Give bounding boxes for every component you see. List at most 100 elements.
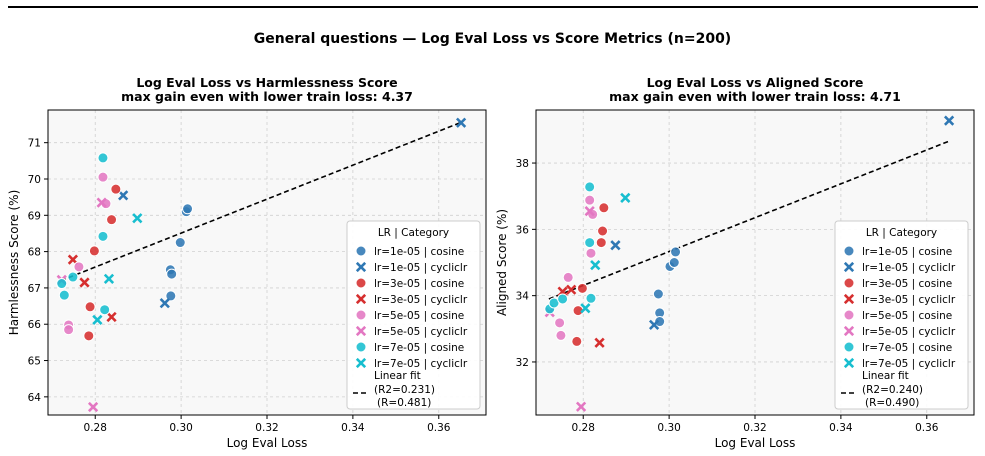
legend-marker (843, 261, 855, 273)
x-tick-label: 0.30 (657, 422, 680, 434)
data-point (118, 190, 129, 201)
data-point (110, 183, 122, 195)
chart-title: Log Eval Loss vs Harmlessness Score (136, 75, 397, 90)
y-tick-label: 32 (516, 357, 529, 369)
x-tick-label: 0.36 (427, 422, 451, 434)
chart-title: Log Eval Loss vs Aligned Score (647, 75, 864, 90)
data-point (97, 152, 109, 164)
legend-marker (843, 277, 855, 289)
legend-entry-label: lr=3e-05 | cycliclr (374, 294, 468, 306)
legend-entry-label: lr=3e-05 | cosine (862, 278, 952, 290)
plot-frame (47, 109, 487, 416)
data-point (580, 303, 591, 314)
data-point (455, 117, 467, 128)
data-point (159, 298, 170, 309)
data-point (654, 316, 666, 328)
data-point (174, 237, 186, 249)
data-point (56, 278, 68, 290)
data-point (943, 115, 955, 126)
y-tick-label: 71 (28, 138, 41, 150)
data-point (575, 401, 587, 412)
data-point (595, 237, 607, 249)
data-point (648, 319, 660, 330)
legend-marker (355, 245, 367, 257)
data-point (562, 271, 574, 283)
data-point (620, 192, 631, 203)
data-point (92, 314, 103, 325)
data-point (571, 335, 583, 347)
legend-entry-label: lr=7e-05 | cycliclr (374, 358, 468, 370)
legend-entry-label: lr=7e-05 | cycliclr (862, 358, 956, 370)
x-tick-label: 0.34 (829, 422, 853, 434)
legend-entry-label: lr=5e-05 | cosine (374, 310, 464, 322)
legend-entry-label: lr=1e-05 | cycliclr (862, 262, 956, 274)
x-tick-label: 0.28 (572, 422, 595, 434)
x-tick-label: 0.32 (255, 422, 278, 434)
x-axis-label: Log Eval Loss (227, 436, 308, 450)
y-tick-label: 38 (516, 158, 529, 170)
y-tick-label: 66 (28, 319, 42, 331)
x-tick-label: 0.28 (84, 422, 107, 434)
data-point (597, 225, 609, 237)
data-point (584, 205, 595, 217)
legend-entry-label: lr=5e-05 | cosine (862, 310, 952, 322)
data-point (84, 301, 96, 313)
legend-marker (843, 325, 855, 337)
y-tick-label: 36 (516, 224, 530, 236)
data-point (555, 329, 567, 341)
legend-box (346, 220, 481, 410)
legend-marker (355, 309, 367, 321)
data-point (88, 245, 100, 257)
legend-marker (355, 325, 367, 337)
legend-entry-label: lr=7e-05 | cosine (862, 342, 952, 354)
data-point (590, 260, 601, 271)
legend-fit-label: Linear fit (374, 370, 421, 382)
y-tick-label: 67 (28, 283, 41, 295)
x-tick-label: 0.34 (341, 422, 365, 434)
data-point (132, 213, 143, 224)
data-point (584, 194, 596, 206)
data-point (610, 240, 621, 251)
legend-entry-label: lr=1e-05 | cosine (374, 246, 464, 258)
data-point (576, 282, 588, 294)
legend-entry-label: lr=7e-05 | cosine (374, 342, 464, 354)
data-point (584, 181, 596, 193)
legend-entry-label: lr=3e-05 | cycliclr (862, 294, 956, 306)
data-point (598, 202, 610, 214)
y-axis-label: Harmlessness Score (%) (7, 190, 21, 336)
x-tick-label: 0.32 (743, 422, 766, 434)
data-point (97, 171, 109, 183)
x-tick-label: 0.36 (915, 422, 939, 434)
y-tick-label: 70 (28, 174, 41, 186)
y-tick-label: 68 (28, 247, 41, 259)
data-point (652, 288, 664, 300)
legend-fit-r: (R=0.490) (865, 397, 919, 409)
x-axis-label: Log Eval Loss (715, 436, 796, 450)
data-point (63, 324, 75, 336)
legend-entry-label: lr=5e-05 | cycliclr (374, 326, 468, 338)
figure-suptitle: General questions — Log Eval Loss vs Sco… (253, 31, 732, 47)
data-point (96, 197, 107, 208)
legend-marker (355, 261, 367, 273)
data-point (557, 293, 569, 305)
y-axis-label: Aligned Score (%) (495, 209, 509, 316)
legend-fit-r2: (R2=0.231) (374, 384, 435, 396)
data-point (73, 261, 85, 273)
data-point (182, 203, 194, 215)
data-point (67, 271, 79, 283)
y-tick-label: 69 (28, 210, 41, 222)
legend-entry-label: lr=5e-05 | cycliclr (862, 326, 956, 338)
y-tick-label: 65 (28, 356, 41, 368)
legend-marker (355, 277, 367, 289)
legend-marker (843, 341, 855, 353)
data-point (106, 311, 117, 323)
legend-marker (843, 245, 855, 257)
data-point (584, 237, 596, 249)
legend-box (834, 220, 969, 410)
chart-subtitle: max gain even with lower train loss: 4.7… (609, 89, 901, 104)
y-tick-label: 64 (28, 392, 42, 404)
legend-fit-r: (R=0.481) (377, 397, 431, 409)
legend-marker (355, 293, 367, 305)
